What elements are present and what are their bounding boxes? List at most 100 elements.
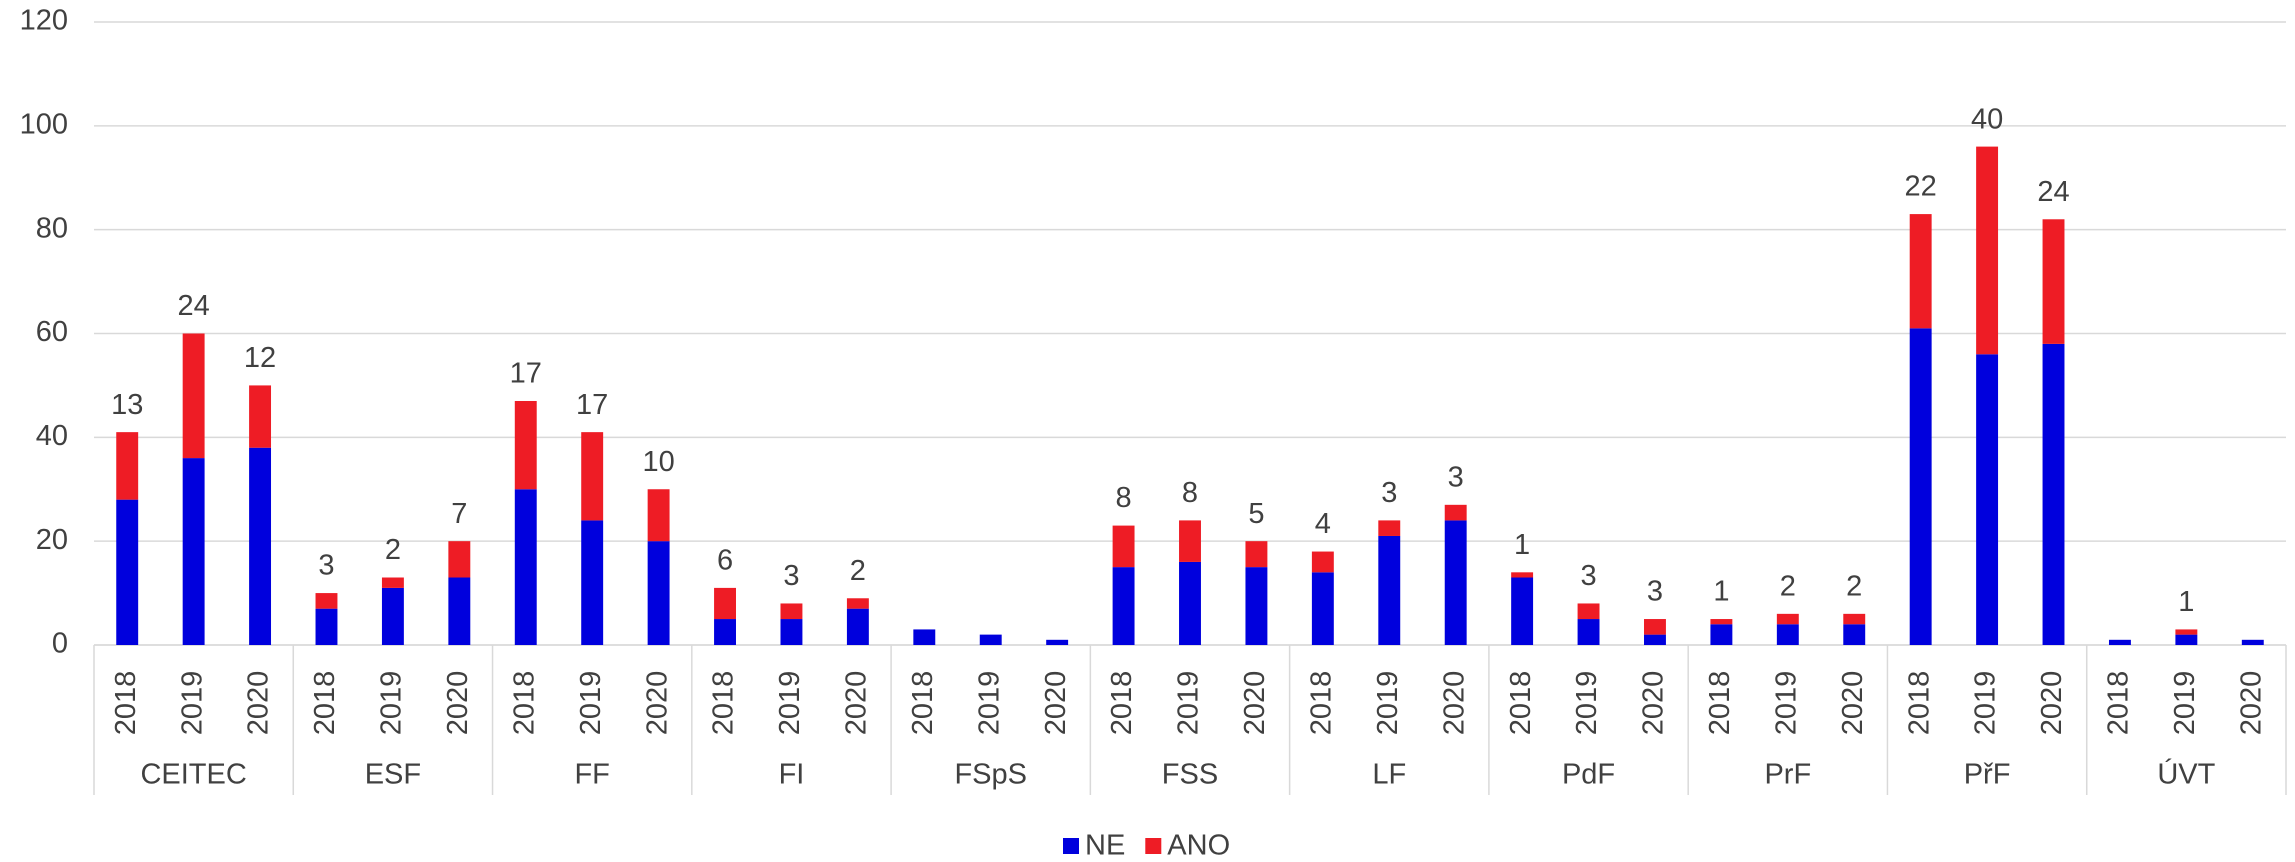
bar-segment [448,577,471,645]
data-label: 7 [451,498,467,530]
data-label: 5 [1248,498,1264,530]
x-tick-label: 2020 [1239,671,1271,736]
group-label: ÚVT [2157,758,2215,791]
x-tick-label: 2018 [1505,671,1537,736]
group-label: PřF [1964,759,2011,791]
bar-segment [581,520,604,645]
x-tick-label: 2020 [1438,671,1470,736]
bar-segment [1511,577,1534,645]
bar-segment [2241,639,2264,645]
bar-segment [182,458,205,645]
data-label: 3 [1647,576,1663,608]
data-label: 4 [1315,508,1331,540]
x-tick-label: 2018 [1704,671,1736,736]
bar-segment [249,447,272,645]
bar-segment [116,499,139,645]
bar-segment [1577,619,1600,645]
x-tick-label: 2018 [1306,671,1338,736]
bar-segment [581,432,604,521]
bar-segment [448,541,471,578]
x-tick-label: 2018 [1106,671,1138,736]
group-label: FF [574,759,609,791]
bar-segment [1577,603,1600,620]
bar-segment [1710,624,1733,645]
x-tick-label: 2018 [1903,671,1935,736]
group-label: FSS [1162,759,1218,791]
legend-label: ANO [1167,830,1230,862]
bar-segment [714,619,736,645]
y-tick-label: 40 [36,420,68,452]
group-label: PrF [1764,759,1811,791]
data-label: 3 [318,550,334,582]
y-tick-label: 20 [36,524,68,556]
x-tick-label: 2019 [1770,671,1802,736]
data-label: 2 [385,534,401,566]
x-tick-label: 2020 [442,671,474,736]
data-label: 13 [111,389,143,421]
bar-segment [2175,629,2198,635]
bar-segment [381,587,404,645]
bar-segment [1511,572,1534,578]
data-label: 8 [1182,477,1198,509]
legend-label: NE [1085,830,1125,862]
bar-segment [1444,520,1467,645]
bar-segment [1776,624,1799,645]
x-tick-label: 2018 [907,671,939,736]
x-tick-label: 2019 [1173,671,1205,736]
y-tick-label: 120 [20,5,68,37]
group-label: LF [1372,759,1406,791]
data-label: 1 [1514,529,1530,561]
x-tick-label: 2019 [774,671,806,736]
data-label: 8 [1116,482,1132,514]
x-tick-label: 2019 [1970,671,2002,736]
data-label: 24 [2037,176,2069,208]
bar-segment [381,577,404,588]
x-tick-label: 2018 [110,671,142,736]
bar-segment [1179,561,1201,645]
bar-segment [1046,639,1069,645]
bar-segment [1644,634,1666,645]
x-tick-label: 2020 [2036,671,2068,736]
bar-segment [2042,219,2065,344]
data-label: 2 [1846,571,1862,603]
bar-segment [1378,535,1401,645]
data-label: 17 [510,358,542,390]
data-label: 10 [642,446,674,478]
bar-segment [1245,541,1268,568]
data-label: 2 [1780,571,1796,603]
data-label: 3 [1580,560,1596,592]
bar-segment [2175,634,2198,645]
y-tick-label: 80 [36,212,68,244]
bar-segment [780,619,803,645]
x-tick-label: 2018 [2103,671,2135,736]
bar-segment [846,608,869,645]
x-tick-label: 2020 [2235,671,2267,736]
x-tick-label: 2019 [376,671,408,736]
data-label: 3 [1448,461,1464,493]
x-tick-label: 2018 [708,671,740,736]
bar-segment [1843,613,1866,625]
bar-segment [647,541,670,645]
bar-segment [315,608,338,645]
data-label: 6 [717,545,733,577]
bar-segment [1909,214,1932,329]
bar-segment [979,634,1002,645]
bar-segment [2042,343,2065,645]
x-tick-label: 2020 [641,671,673,736]
x-tick-label: 2020 [1040,671,1072,736]
bar-segment [1843,624,1866,645]
bar-segment [647,489,670,542]
x-tick-label: 2019 [1372,671,1404,736]
bar-segment [780,603,803,620]
x-tick-label: 2019 [176,671,208,736]
x-tick-label: 2020 [1638,671,1670,736]
bar-segment [1311,551,1334,573]
bar-segment [913,629,936,645]
bar-segment [1444,504,1467,521]
bar-segment [1378,520,1401,536]
y-tick-label: 100 [20,108,68,140]
bar-segment [1245,567,1268,645]
group-label: PdF [1562,759,1615,791]
x-tick-label: 2019 [2169,671,2201,736]
